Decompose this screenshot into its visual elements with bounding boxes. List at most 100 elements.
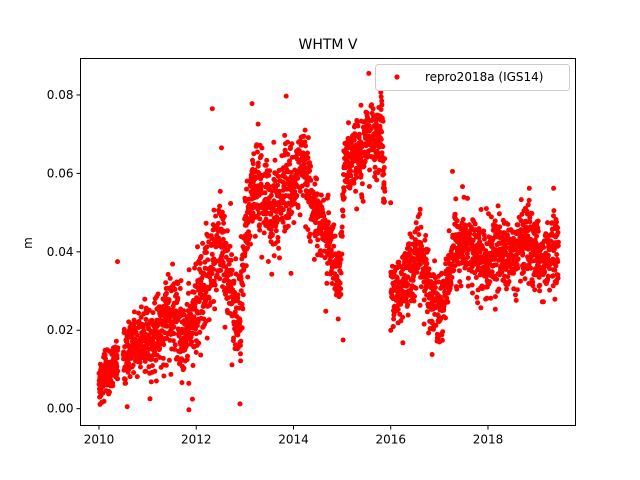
data-point <box>439 270 445 276</box>
data-point <box>505 221 511 227</box>
data-point <box>300 150 306 156</box>
data-point <box>525 246 531 252</box>
data-point <box>228 201 234 206</box>
data-point <box>418 284 424 290</box>
data-point <box>554 219 559 225</box>
data-point <box>340 208 346 214</box>
x-tick-label: 2018 <box>473 433 504 447</box>
data-point <box>288 270 294 276</box>
data-point <box>220 236 226 242</box>
data-point <box>238 288 244 294</box>
data-point <box>295 175 301 181</box>
data-point <box>175 295 181 301</box>
data-point <box>217 276 223 282</box>
data-point <box>186 380 192 386</box>
data-point <box>217 203 223 209</box>
data-point <box>381 171 387 177</box>
data-point <box>163 280 169 286</box>
data-point <box>537 288 543 294</box>
data-point <box>233 256 239 262</box>
data-point <box>195 244 200 250</box>
data-point <box>248 184 254 189</box>
data-point <box>426 266 432 272</box>
data-point <box>381 180 387 186</box>
data-point <box>423 257 429 262</box>
data-point <box>170 338 176 344</box>
data-point <box>175 281 181 287</box>
data-point <box>174 355 180 360</box>
data-point <box>389 289 395 294</box>
data-point <box>464 251 470 257</box>
data-point <box>245 274 251 280</box>
data-point <box>269 271 275 277</box>
data-point <box>518 197 524 203</box>
data-point <box>213 244 219 250</box>
data-point <box>379 129 385 135</box>
data-point <box>325 192 331 198</box>
data-point <box>416 232 422 237</box>
data-point <box>377 123 383 129</box>
data-point <box>360 198 366 204</box>
data-point <box>237 401 243 407</box>
data-point <box>314 243 320 249</box>
data-point <box>472 221 478 227</box>
data-point <box>463 226 469 232</box>
data-point <box>247 233 253 239</box>
data-point <box>172 346 178 352</box>
data-point <box>494 276 500 282</box>
data-point <box>237 343 243 348</box>
data-point <box>137 359 143 365</box>
data-point <box>305 155 311 161</box>
data-point <box>166 357 172 363</box>
data-point <box>465 275 471 281</box>
data-point <box>497 229 503 235</box>
data-point <box>474 294 480 300</box>
data-point <box>211 299 217 304</box>
data-point <box>456 268 462 274</box>
data-point <box>240 292 246 298</box>
data-point <box>269 188 275 194</box>
data-point <box>244 186 249 192</box>
data-point <box>110 383 116 389</box>
data-point <box>354 206 360 212</box>
data-point <box>152 300 158 306</box>
data-point <box>460 217 466 222</box>
data-point <box>511 270 516 276</box>
data-point <box>441 307 447 313</box>
data-point <box>285 139 291 145</box>
data-point <box>488 295 494 301</box>
data-point <box>160 355 166 361</box>
data-point <box>235 292 241 298</box>
data-point <box>206 317 212 323</box>
data-point <box>138 364 143 370</box>
data-point <box>331 243 337 249</box>
data-point <box>484 295 490 301</box>
data-point <box>277 255 282 261</box>
data-point <box>420 247 426 253</box>
data-point <box>171 331 177 337</box>
data-point <box>341 188 347 194</box>
data-point <box>248 241 253 247</box>
data-point <box>138 314 144 320</box>
data-point <box>275 173 281 179</box>
data-point <box>496 286 502 292</box>
data-point <box>555 225 561 231</box>
y-tick-label: 0.00 <box>47 402 74 416</box>
data-point <box>181 365 187 371</box>
data-point <box>101 398 107 404</box>
data-point <box>478 207 484 212</box>
data-point <box>107 389 112 395</box>
data-point <box>308 163 313 169</box>
data-point <box>532 287 538 293</box>
data-point <box>526 185 532 191</box>
data-point <box>372 157 378 163</box>
data-point <box>341 195 347 201</box>
data-point <box>368 126 374 132</box>
data-points <box>96 70 561 413</box>
data-point <box>127 374 133 380</box>
data-point <box>231 335 237 341</box>
data-point <box>238 351 243 357</box>
data-point <box>419 243 424 249</box>
data-point <box>376 167 382 173</box>
data-point <box>218 267 224 273</box>
